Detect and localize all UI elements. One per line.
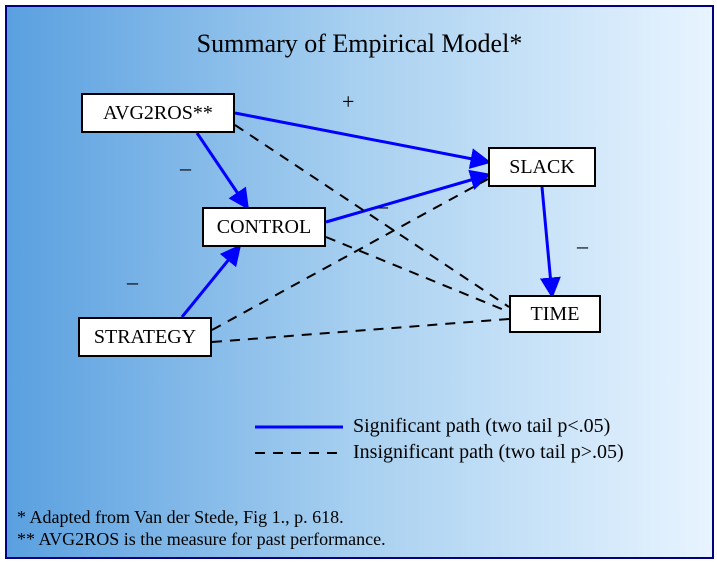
node-strategy: STRATEGY	[78, 317, 212, 357]
diagram-title: Summary of Empirical Model*	[7, 29, 712, 59]
edge-label-control-slack: –	[377, 193, 388, 219]
edge-avg2ros-slack	[235, 113, 488, 162]
node-avg2ros: AVG2ROS**	[81, 93, 235, 133]
node-time: TIME	[509, 295, 601, 333]
edge-strategy-slack	[212, 179, 488, 330]
footnote-1: * Adapted from Van der Stede, Fig 1., p.…	[17, 507, 344, 528]
edge-control-time	[326, 237, 509, 312]
node-control: CONTROL	[202, 207, 326, 247]
edge-strategy-control	[182, 247, 239, 317]
edge-avg2ros-control	[197, 133, 247, 207]
edge-control-slack	[326, 175, 488, 222]
edge-label-avg2ros-slack: +	[342, 89, 354, 115]
diagram-canvas: Summary of Empirical Model* AVG2ROS** CON…	[5, 5, 714, 559]
edge-label-strategy-control: –	[127, 269, 138, 295]
legend-significant-label: Significant path (two tail p<.05)	[353, 415, 610, 438]
edge-label-avg2ros-control: –	[180, 155, 191, 181]
node-slack: SLACK	[488, 147, 596, 187]
legend-insignificant-label: Insignificant path (two tail p>.05)	[353, 441, 624, 464]
footnote-2: ** AVG2ROS is the measure for past perfo…	[17, 529, 386, 550]
edge-slack-time	[542, 187, 552, 295]
edge-label-slack-time: –	[577, 233, 588, 259]
edge-strategy-time	[212, 319, 509, 342]
edges-layer	[7, 7, 712, 557]
